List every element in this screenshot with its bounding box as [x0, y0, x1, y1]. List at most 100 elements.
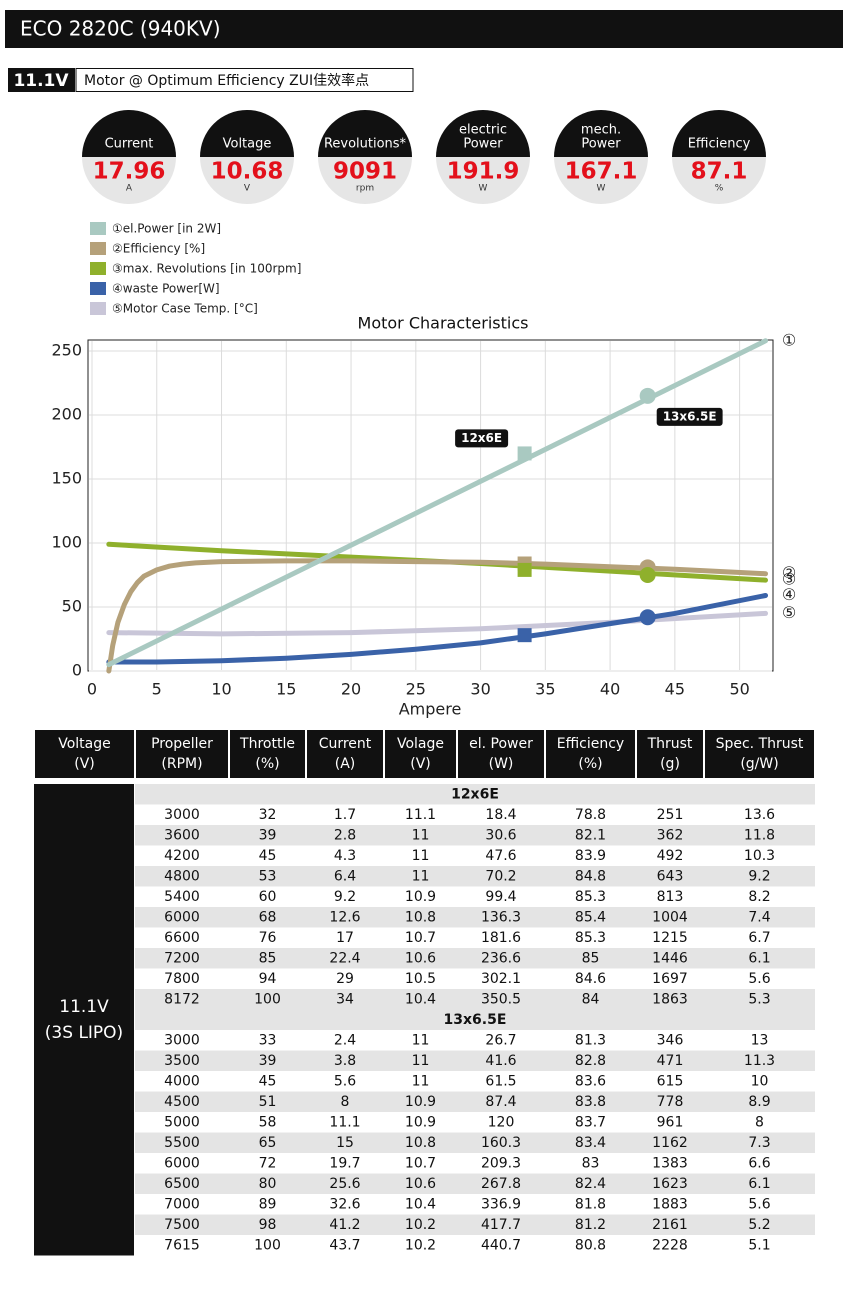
- y-tick-label: 50: [62, 597, 82, 616]
- x-tick-label: 25: [406, 680, 426, 699]
- gauge-label: electric: [459, 123, 507, 138]
- header-text: Propeller: [151, 736, 213, 752]
- table-cell: 47.6: [485, 848, 516, 864]
- table-cell: 615: [657, 1074, 684, 1090]
- table-cell: 25.6: [329, 1176, 360, 1192]
- legend-label: ⑤Motor Case Temp. [°C]: [112, 302, 258, 316]
- marker: [639, 609, 656, 626]
- table-cell: 3.8: [334, 1053, 356, 1069]
- table-cell: 10.9: [405, 1094, 436, 1110]
- y-tick-label: 250: [51, 341, 82, 360]
- gauge-label: Power: [581, 137, 621, 152]
- table-cell: 961: [657, 1115, 684, 1131]
- marker-label: 13x6.5E: [663, 409, 717, 423]
- table-cell: 7000: [164, 1197, 200, 1213]
- table-cell: 7200: [164, 951, 200, 967]
- table-cell: 471: [657, 1053, 684, 1069]
- series-end-label: ②: [782, 563, 796, 582]
- table-row: [135, 866, 815, 887]
- table-cell: 85.3: [575, 889, 606, 905]
- marker: [517, 628, 532, 643]
- table-row: [135, 886, 815, 907]
- table-row: [135, 1071, 815, 1092]
- y-tick-label: 0: [72, 661, 82, 680]
- legend-swatch: [90, 242, 106, 255]
- gauge-unit: %: [715, 184, 724, 194]
- x-tick-label: 30: [470, 680, 490, 699]
- table-row: [135, 927, 815, 948]
- table-cell: 6500: [164, 1176, 200, 1192]
- table-cell: 84.8: [575, 869, 606, 885]
- table-cell: 41.2: [329, 1217, 360, 1233]
- table-cell: 1697: [652, 971, 688, 987]
- table-cell: 61.5: [485, 1074, 516, 1090]
- table-cell: 65: [259, 1135, 277, 1151]
- table-row: [135, 1132, 815, 1153]
- header-text: (V): [74, 756, 95, 772]
- header-text: Thrust: [647, 736, 693, 752]
- x-tick-label: 15: [276, 680, 296, 699]
- table-row: [135, 948, 815, 969]
- table-cell: 81.8: [575, 1197, 606, 1213]
- table-cell: 362: [657, 828, 684, 844]
- table-cell: 6600: [164, 930, 200, 946]
- marker: [517, 446, 532, 461]
- table-cell: 81.2: [575, 1217, 606, 1233]
- header-text: (RPM): [161, 756, 202, 772]
- table-cell: 10.4: [405, 992, 436, 1008]
- legend-label: ④waste Power[W]: [112, 282, 220, 296]
- header-text: Efficiency: [557, 736, 624, 752]
- table-cell: 1215: [652, 930, 688, 946]
- header-text: (%): [578, 756, 602, 772]
- table-cell: 5.6: [748, 971, 770, 987]
- header-text: (A): [335, 756, 356, 772]
- voltage-badge: [8, 68, 75, 92]
- header-text: (g/W): [740, 756, 778, 772]
- table-row: [135, 1235, 815, 1256]
- table-cell: 267.8: [481, 1176, 521, 1192]
- table-cell: 10.9: [405, 889, 436, 905]
- table-row: [135, 1050, 815, 1071]
- table-cell: 3000: [164, 807, 200, 823]
- table-cell: 4.3: [334, 848, 356, 864]
- table-cell: 26.7: [485, 1033, 516, 1049]
- table-cell: 2228: [652, 1238, 688, 1254]
- legend-swatch: [90, 302, 106, 315]
- series-line: [106, 558, 769, 674]
- table-row: [135, 989, 815, 1010]
- table-cell: 41.6: [485, 1053, 516, 1069]
- table-cell: 8: [341, 1094, 350, 1110]
- table-cell: 8: [755, 1115, 764, 1131]
- table-cell: 78.8: [575, 807, 606, 823]
- header-cell: [705, 730, 814, 778]
- table-cell: 5.1: [748, 1238, 770, 1254]
- table-row: [135, 1173, 815, 1194]
- table-cell: 68: [259, 910, 277, 926]
- table-cell: 17: [336, 930, 354, 946]
- table-cell: 5400: [164, 889, 200, 905]
- voltage: 11.1V: [13, 71, 69, 91]
- gauge-label: Revolutions*: [324, 137, 407, 152]
- header-text: Current: [319, 736, 372, 752]
- gauge-unit: W: [479, 184, 488, 194]
- table-cell: 22.4: [329, 951, 360, 967]
- table-cell: 10: [751, 1074, 769, 1090]
- table-cell: 5000: [164, 1115, 200, 1131]
- gauge-unit: A: [126, 184, 133, 194]
- gauge-unit: V: [244, 184, 251, 194]
- marker-label-box: [656, 407, 723, 426]
- table-cell: 492: [657, 848, 684, 864]
- table-cell: 417.7: [481, 1217, 521, 1233]
- table-cell: 13: [751, 1033, 769, 1049]
- table-cell: 15: [336, 1135, 354, 1151]
- table-cell: 82.8: [575, 1053, 606, 1069]
- chart-title: Motor Characteristics: [358, 314, 529, 333]
- side-text: 11.1V: [59, 997, 109, 1017]
- side-cell: [34, 784, 134, 1256]
- table-cell: 89: [259, 1197, 277, 1213]
- series-end-label: ④: [782, 585, 796, 604]
- table-cell: 3600: [164, 828, 200, 844]
- table-cell: 6000: [164, 1156, 200, 1172]
- table-cell: 58: [259, 1115, 277, 1131]
- table-cell: 6000: [164, 910, 200, 926]
